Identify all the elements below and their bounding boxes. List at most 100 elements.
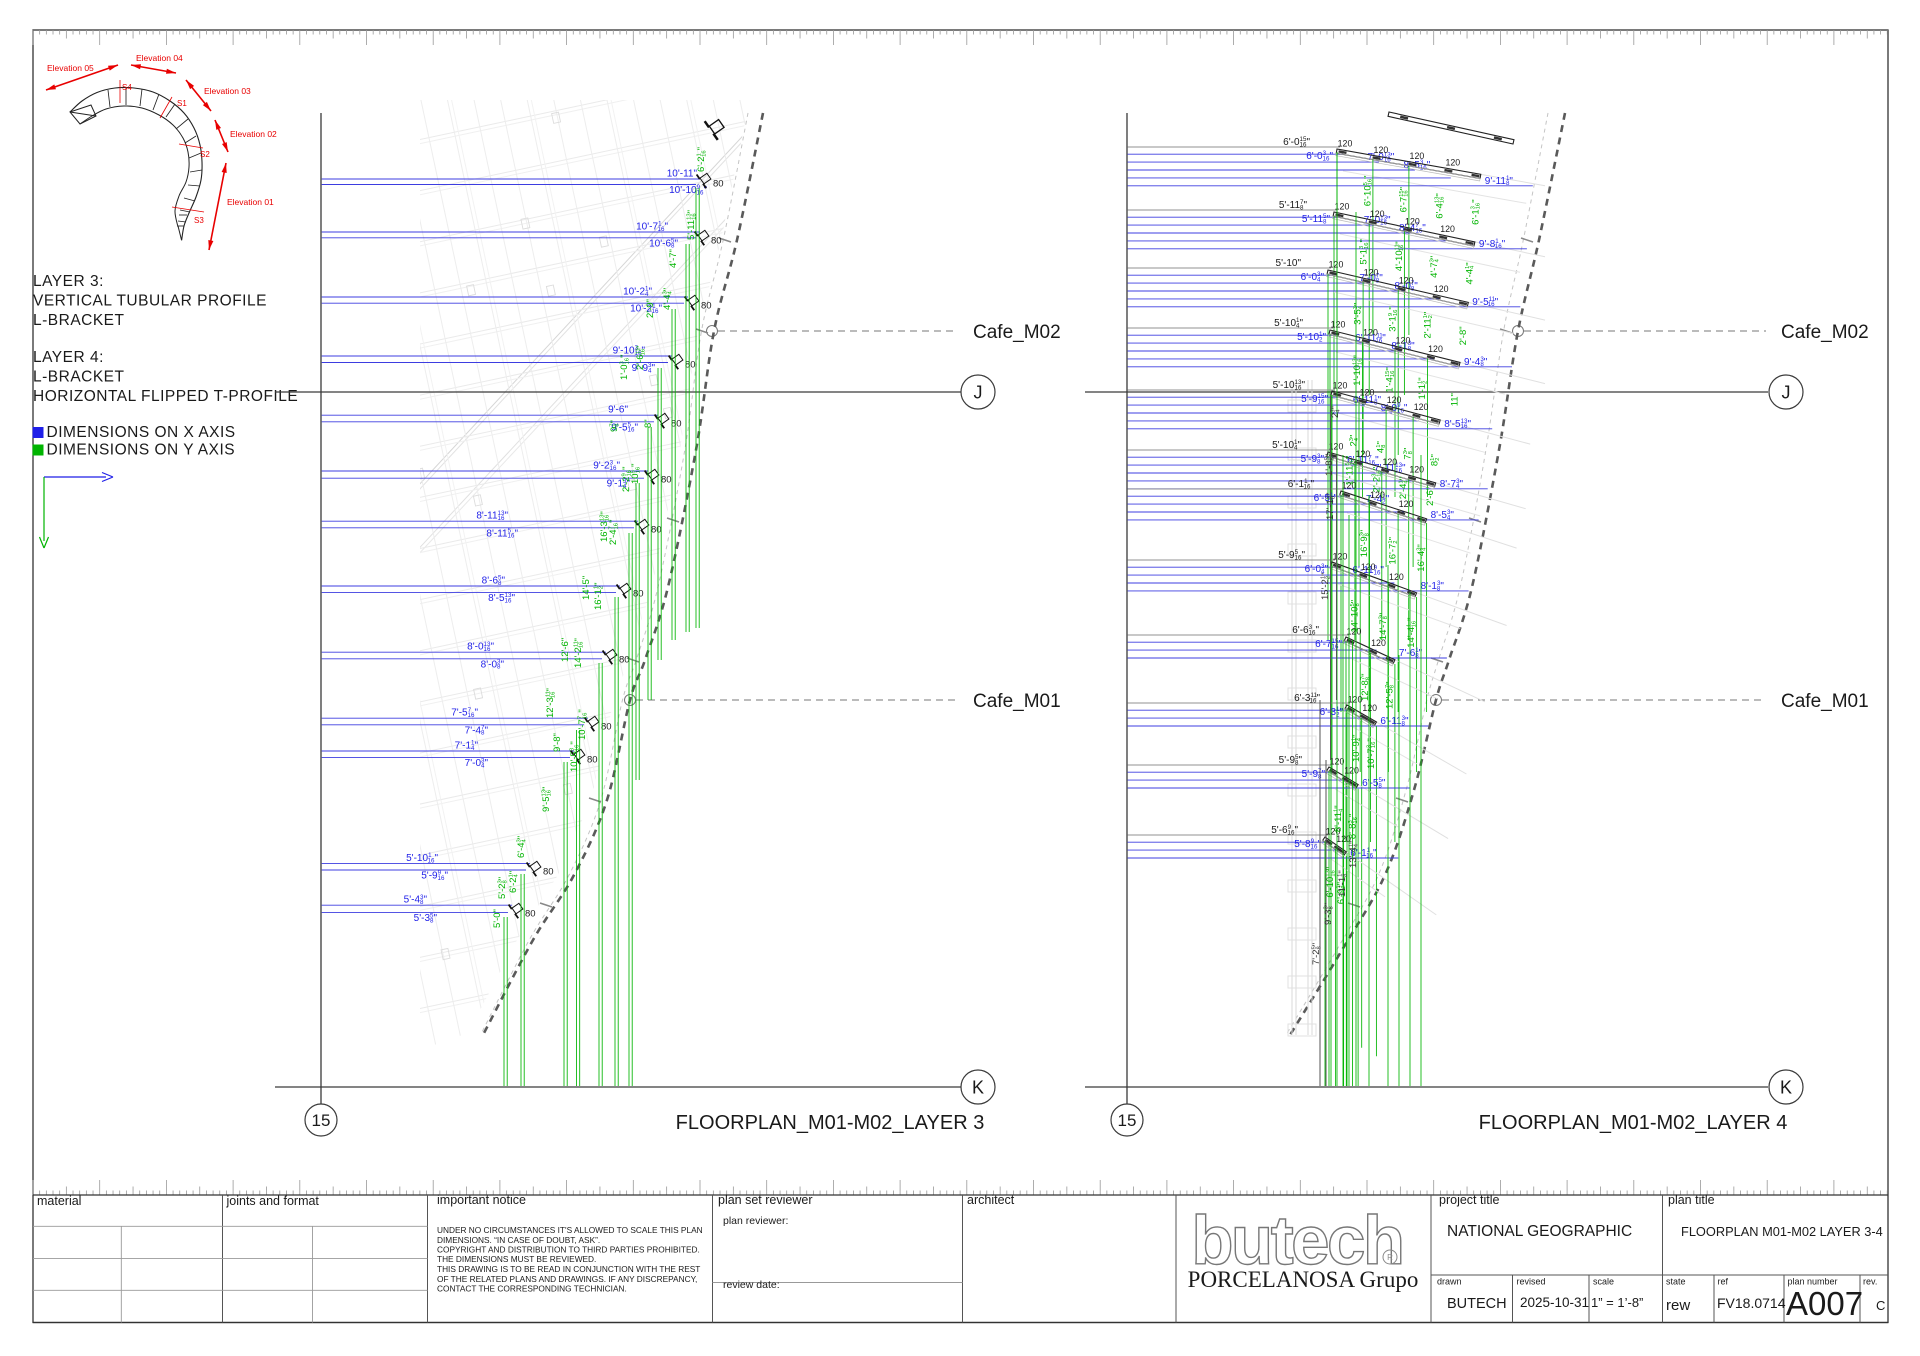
svg-text:80: 80 bbox=[525, 909, 536, 920]
svg-text:978": 978" bbox=[609, 420, 620, 432]
svg-text:8'-534": 8'-53 4" bbox=[1431, 509, 1455, 521]
svg-text:BUTECH: BUTECH bbox=[1447, 1296, 1507, 1312]
svg-text:6'-41316": 6'-41316" bbox=[1434, 193, 1445, 218]
svg-text:5'-111316": 5'-111316" bbox=[686, 210, 697, 240]
svg-text:2'-2316": 2'-2316" bbox=[1371, 467, 1382, 492]
svg-text:4'-434": 4'-434" bbox=[662, 288, 673, 310]
svg-text:120: 120 bbox=[1414, 402, 1429, 412]
svg-text:15'-212": 15'-212" bbox=[1320, 573, 1331, 600]
svg-text:10'-658": 10'-65 8" bbox=[649, 238, 678, 250]
svg-text:Elevation 05: Elevation 05 bbox=[47, 63, 94, 73]
svg-text:12'-878": 12'-878" bbox=[1360, 674, 1371, 701]
svg-text:120: 120 bbox=[1331, 320, 1346, 330]
svg-text:DIMENSIONS. “IN CASE OF DOUBT,: DIMENSIONS. “IN CASE OF DOUBT, ASK”. bbox=[437, 1235, 600, 1245]
svg-text:80: 80 bbox=[619, 655, 630, 666]
svg-text:3'-1916": 3'-1916" bbox=[1388, 306, 1399, 331]
svg-text:8'-51316": 8'-513 16" bbox=[488, 592, 515, 604]
svg-text:S4: S4 bbox=[122, 83, 132, 92]
svg-text:15: 15 bbox=[312, 1111, 331, 1130]
svg-text:5'-958": 5'-95 8" bbox=[1279, 754, 1303, 766]
svg-text:6'-31116": 6'-311 16" bbox=[1294, 692, 1320, 704]
svg-text:80: 80 bbox=[543, 867, 554, 878]
svg-text:plan set reviewer: plan set reviewer bbox=[718, 1193, 813, 1207]
svg-text:6'-034": 6'-03 4" bbox=[1301, 271, 1325, 283]
svg-text:10516": 10516" bbox=[630, 464, 641, 484]
svg-text:S3: S3 bbox=[194, 216, 204, 225]
svg-text:1'-112": 1'-112" bbox=[1417, 377, 1428, 399]
svg-text:5'-101316": 5'-1013 16" bbox=[1273, 379, 1306, 391]
svg-text:8'-1114": 8'-1114" bbox=[1333, 805, 1344, 832]
svg-text:6'-0316": 6'-03 16" bbox=[1306, 150, 1333, 162]
svg-text:80: 80 bbox=[651, 525, 662, 536]
svg-text:LAYER 4:: LAYER 4: bbox=[33, 349, 104, 366]
svg-text:120: 120 bbox=[1363, 328, 1378, 338]
svg-text:Elevation 04: Elevation 04 bbox=[136, 53, 183, 63]
svg-text:80: 80 bbox=[587, 755, 598, 766]
svg-text:2'-2916": 2'-2916" bbox=[621, 467, 632, 492]
svg-text:10'-914": 10'-914" bbox=[1351, 735, 1362, 762]
svg-text:9'-2316": 9'-23 16" bbox=[593, 460, 620, 472]
svg-text:9'-134": 9'-13 4" bbox=[607, 478, 631, 490]
svg-text:6'-214": 6'-214" bbox=[508, 871, 519, 893]
svg-text:120: 120 bbox=[1387, 395, 1402, 405]
svg-text:120: 120 bbox=[1348, 695, 1363, 705]
svg-text:Elevation 03: Elevation 03 bbox=[204, 86, 251, 96]
svg-text:7'-258": 7'-258" bbox=[1311, 943, 1322, 965]
svg-text:Cafe_M02: Cafe_M02 bbox=[1781, 322, 1869, 343]
svg-text:PORCELANOSA Grupo: PORCELANOSA Grupo bbox=[1188, 1267, 1419, 1292]
svg-text:FLOORPLAN M01-M02 LAYER 3-4: FLOORPLAN M01-M02 LAYER 3-4 bbox=[1681, 1224, 1883, 1239]
svg-text:Cafe_M01: Cafe_M01 bbox=[1781, 691, 1869, 712]
svg-text:16'-112": 16'-112" bbox=[593, 583, 604, 610]
svg-text:8'-8316": 8'-8316" bbox=[1348, 814, 1359, 839]
svg-text:80: 80 bbox=[661, 475, 672, 486]
svg-text:1” = 1’-8”: 1” = 1’-8” bbox=[1591, 1295, 1643, 1310]
svg-text:J: J bbox=[974, 383, 983, 403]
svg-text:120: 120 bbox=[1336, 834, 1351, 844]
svg-text:butech: butech bbox=[1191, 1202, 1402, 1279]
svg-text:R: R bbox=[1387, 1253, 1393, 1262]
svg-text:5'-10": 5'-10" bbox=[1276, 258, 1302, 269]
svg-text:6'-912": 6'-912" bbox=[1336, 882, 1347, 904]
svg-text:2'-1112": 2'-1112" bbox=[1423, 312, 1434, 339]
svg-text:A007: A007 bbox=[1786, 1285, 1863, 1322]
svg-text:120: 120 bbox=[1347, 627, 1362, 637]
svg-text:material: material bbox=[37, 1194, 81, 1208]
svg-text:LAYER 3:: LAYER 3: bbox=[33, 273, 104, 290]
svg-text:6'-10516": 6'-10516" bbox=[1362, 175, 1373, 206]
svg-text:7'-034": 7'-03 4" bbox=[465, 757, 489, 769]
svg-text:120: 120 bbox=[1362, 703, 1377, 713]
svg-text:K: K bbox=[1780, 1078, 1792, 1098]
svg-text:5'-938": 5'-93 8" bbox=[1301, 453, 1325, 465]
svg-text:120: 120 bbox=[1370, 490, 1385, 500]
svg-text:6'-2116": 6'-2116" bbox=[696, 147, 707, 172]
svg-text:80: 80 bbox=[711, 236, 722, 247]
svg-text:6'-514": 6'-51 4" bbox=[1314, 492, 1338, 504]
svg-text:2'-414": 2'-414" bbox=[1398, 477, 1409, 499]
svg-text:10'-2116": 10'-21 16" bbox=[630, 303, 662, 315]
svg-text:FLOORPLAN_M01-M02_LAYER 4: FLOORPLAN_M01-M02_LAYER 4 bbox=[1479, 1112, 1788, 1134]
svg-text:120: 120 bbox=[1344, 765, 1359, 775]
svg-text:S2: S2 bbox=[200, 150, 210, 159]
svg-text:16'-434": 16'-434" bbox=[1416, 544, 1427, 571]
svg-text:L-BRACKET: L-BRACKET bbox=[33, 369, 125, 386]
svg-text:state: state bbox=[1666, 1277, 1686, 1287]
svg-text:120: 120 bbox=[1342, 481, 1357, 491]
svg-text:80: 80 bbox=[601, 722, 612, 733]
svg-text:4'-414": 4'-414" bbox=[1464, 262, 1475, 284]
svg-text:8'-138": 8'-13 8" bbox=[1421, 580, 1445, 592]
svg-text:8": 8" bbox=[643, 419, 654, 428]
svg-text:17'-158": 17'-158" bbox=[1325, 493, 1336, 520]
svg-text:8'-658": 8'-65 8" bbox=[482, 575, 506, 587]
svg-text:120: 120 bbox=[1445, 158, 1460, 168]
svg-text:120: 120 bbox=[1396, 336, 1411, 346]
svg-text:120: 120 bbox=[1409, 465, 1424, 475]
svg-text:812": 812" bbox=[1430, 454, 1441, 466]
svg-text:14'-5": 14'-5" bbox=[581, 576, 592, 600]
svg-text:80: 80 bbox=[671, 419, 682, 430]
